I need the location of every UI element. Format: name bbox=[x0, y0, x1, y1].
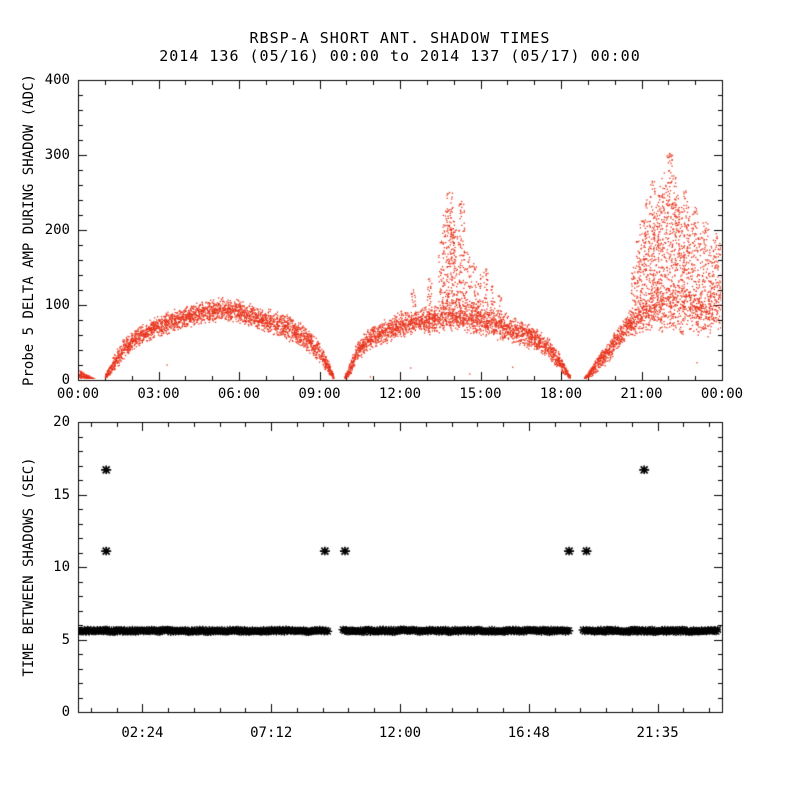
top-x-tick-label: 00:00 bbox=[56, 386, 100, 402]
bottom-y-tick-label: 20 bbox=[53, 414, 70, 430]
bottom-x-tick-label: 07:12 bbox=[250, 725, 293, 741]
top-x-tick-label: 03:00 bbox=[137, 386, 180, 402]
top-y-tick-label: 100 bbox=[44, 297, 70, 313]
top-x-tick-label: 06:00 bbox=[217, 386, 261, 402]
bottom-y-tick-label: 10 bbox=[53, 559, 70, 575]
top-y-tick-label: 300 bbox=[44, 147, 70, 163]
bottom-x-tick-label: 21:35 bbox=[636, 725, 679, 741]
top-x-tick-label: 18:00 bbox=[539, 386, 583, 402]
bottom-y-tick-label: 0 bbox=[61, 704, 70, 720]
top-y-tick-label: 200 bbox=[44, 222, 70, 238]
bottom-x-tick-label: 12:00 bbox=[378, 725, 422, 741]
top-y-tick-label: 400 bbox=[44, 72, 70, 88]
bottom-y-tick-label: 15 bbox=[53, 486, 70, 503]
top-x-tick-label: 12:00 bbox=[378, 386, 422, 402]
top-x-tick-label: 00:00 bbox=[700, 386, 744, 402]
bottom-x-tick-label: 02:24 bbox=[121, 725, 164, 741]
top-x-tick-label: 15:00 bbox=[459, 386, 502, 402]
top-y-tick-label: 0 bbox=[61, 372, 70, 388]
top-x-tick-label: 21:00 bbox=[620, 386, 663, 402]
top-x-tick-label: 09:00 bbox=[298, 386, 341, 402]
bottom-x-tick-label: 16:48 bbox=[507, 725, 550, 741]
bottom-y-tick-label: 5 bbox=[61, 631, 70, 648]
